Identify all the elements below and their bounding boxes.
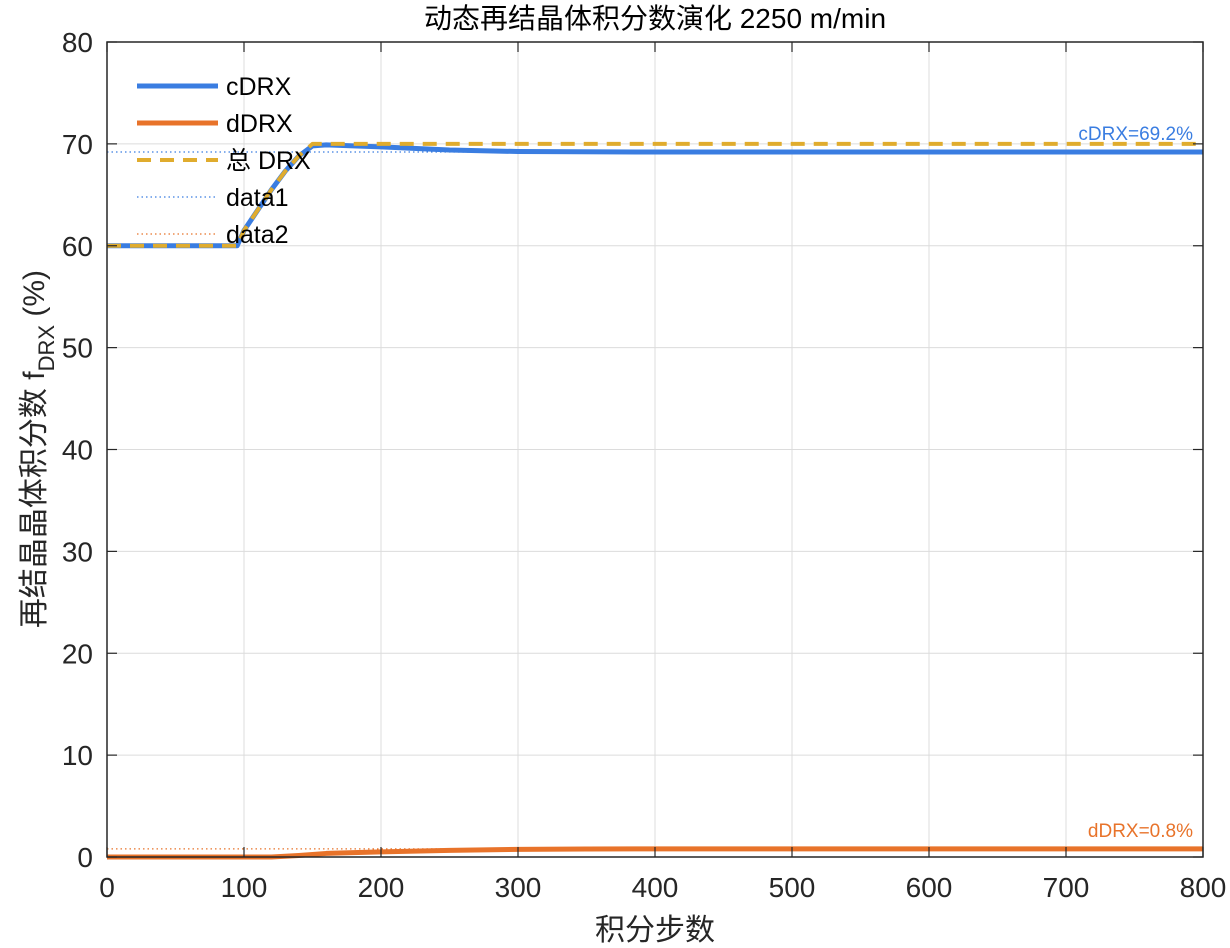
y-axis-label-unit: (%) bbox=[18, 270, 51, 325]
x-axis: 0 100 200 300 400 500 600 700 800 bbox=[99, 42, 1226, 903]
y-tick-label: 10 bbox=[62, 740, 93, 771]
x-tick-label: 800 bbox=[1180, 872, 1227, 903]
annotations: cDRX=69.2% dDRX=0.8% bbox=[1078, 124, 1193, 842]
x-tick-label: 600 bbox=[906, 872, 953, 903]
y-tick-label: 40 bbox=[62, 435, 93, 466]
x-tick-label: 0 bbox=[99, 872, 115, 903]
x-tick-label: 100 bbox=[221, 872, 268, 903]
y-tick-label: 0 bbox=[77, 842, 93, 873]
y-tick-label: 30 bbox=[62, 536, 93, 567]
series-line-总-DRX bbox=[107, 141, 1203, 248]
legend: cDRX dDRX 总 DRX data1 data2 bbox=[137, 73, 311, 249]
x-tick-label: 200 bbox=[358, 872, 405, 903]
chart-title: 动态再结晶体积分数演化 2250 m/min bbox=[424, 3, 886, 34]
annotation-label: dDRX=0.8% bbox=[1088, 821, 1193, 842]
y-tick-label: 80 bbox=[62, 27, 93, 58]
legend-label: data1 bbox=[226, 184, 289, 212]
y-axis-label-subscript: DRX bbox=[34, 325, 59, 372]
x-tick-label: 300 bbox=[495, 872, 542, 903]
legend-label: 总 DRX bbox=[226, 147, 311, 175]
legend-label: data2 bbox=[226, 221, 289, 249]
legend-label: dDRX bbox=[226, 110, 293, 138]
x-tick-label: 700 bbox=[1043, 872, 1090, 903]
y-axis-label: 再结晶晶体积分数 fDRX (%) bbox=[18, 270, 59, 628]
annotation-label: cDRX=69.2% bbox=[1078, 124, 1193, 145]
y-tick-label: 60 bbox=[62, 231, 93, 262]
x-tick-label: 500 bbox=[769, 872, 816, 903]
y-tick-label: 20 bbox=[62, 638, 93, 669]
y-axis: 0 10 20 30 40 50 60 70 80 bbox=[62, 27, 1203, 873]
y-tick-label: 70 bbox=[62, 129, 93, 160]
legend-label: cDRX bbox=[226, 73, 292, 101]
x-axis-label: 积分步数 bbox=[595, 914, 715, 947]
y-axis-label-main: 再结晶晶体积分数 f bbox=[18, 371, 51, 628]
y-tick-label: 50 bbox=[62, 333, 93, 364]
x-tick-label: 400 bbox=[632, 872, 679, 903]
